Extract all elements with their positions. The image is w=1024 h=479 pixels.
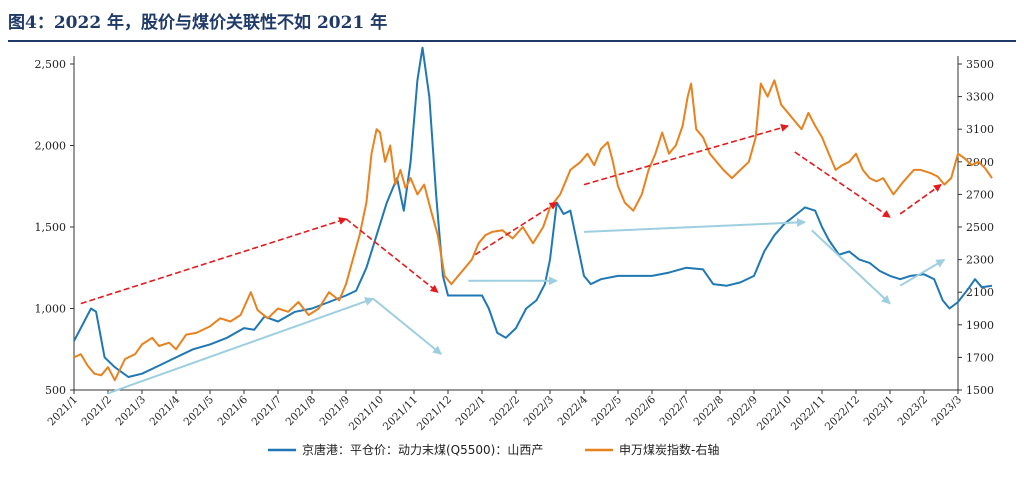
y-left-tick-label: 1,500 [35, 221, 67, 234]
blue-trend-arrow [107, 297, 375, 395]
page-title: 图4：2022 年，股价与煤价关联性不如 2021 年 [8, 13, 388, 33]
title-rule [8, 40, 1016, 42]
red-trend-arrow [899, 183, 942, 215]
x-tick-label: 2022/10 [755, 394, 794, 433]
series-line-sw-coal-index [73, 79, 993, 382]
series-lines [73, 46, 993, 382]
x-tick-label: 2022/6 [624, 393, 659, 428]
x-tick-label: 2022/12 [823, 394, 862, 433]
blue-trend-arrow [372, 297, 442, 355]
x-tick-label: 2021/10 [347, 394, 386, 433]
x-tick-label: 2021/11 [381, 394, 420, 433]
blue-trend-arrow [899, 258, 946, 287]
x-tick-label: 2022/3 [522, 394, 557, 429]
series-line-jingtang-coal-price [73, 46, 993, 378]
legend: 京唐港：平仓价：动力末煤(Q5500)：山西产 申万煤炭指数-右轴 [268, 442, 719, 457]
y-left-tick-label: 500 [45, 384, 66, 397]
y-right-tick-label: 2300 [966, 254, 994, 267]
y-right-tick-label: 1700 [966, 351, 994, 364]
red-trend-arrow [80, 217, 347, 305]
x-tick-label: 2023/2 [896, 394, 931, 429]
y-right-tick-label: 2100 [966, 286, 994, 299]
x-tick-label: 2022/4 [556, 393, 591, 428]
x-tick-label: 2023/3 [930, 394, 965, 429]
x-tick-label: 2021/1 [46, 394, 81, 429]
y-right-tick-label: 2700 [966, 188, 994, 201]
x-tick-label: 2022/7 [658, 394, 693, 429]
x-tick-label: 2022/1 [454, 394, 489, 429]
x-tick-label: 2021/2 [80, 394, 115, 429]
y-right-tick-label: 1500 [966, 384, 994, 397]
y-left-tick-label: 2,000 [35, 140, 67, 153]
x-tick-label: 2023/1 [862, 394, 897, 429]
x-tick-label: 2021/5 [182, 394, 217, 429]
x-tick-label: 2021/12 [415, 394, 454, 433]
red-trend-arrow [794, 151, 891, 218]
blue-trend-arrow [811, 229, 891, 305]
y-right-tick-label: 3300 [966, 91, 994, 104]
legend-label-coal-index: 申万煤炭指数-右轴 [619, 442, 719, 457]
x-tick-label: 2022/2 [488, 394, 523, 429]
y-right-tick-label: 2500 [966, 221, 994, 234]
y-left-tick-label: 2,500 [35, 58, 67, 71]
x-tick-label: 2022/8 [692, 394, 727, 429]
x-tick-label: 2021/4 [148, 393, 183, 428]
x-tick-label: 2021/6 [216, 393, 251, 428]
y-right-tick-label: 3100 [966, 123, 994, 136]
axes: 500 1,000 1,500 2,000 2,500 1500 1700 1900 2100 2… [35, 56, 994, 433]
trend-arrows [80, 124, 946, 395]
legend-label-coal-price: 京唐港：平仓价：动力末煤(Q5500)：山西产 [302, 442, 543, 457]
x-tick-label: 2021/7 [250, 394, 285, 429]
red-trend-arrow [474, 201, 558, 256]
x-tick-label: 2022/11 [789, 394, 828, 433]
x-tick-label: 2021/8 [284, 394, 319, 429]
red-trend-arrow [345, 218, 439, 293]
y-right-tick-label: 1900 [966, 319, 994, 332]
y-right-tick-label: 3500 [966, 58, 994, 71]
x-tick-label: 2021/3 [114, 394, 149, 429]
blue-trend-arrow [583, 217, 806, 233]
x-tick-label: 2022/5 [590, 394, 625, 429]
y-left-tick-label: 1,000 [35, 303, 67, 316]
red-trend-arrow [583, 124, 789, 186]
